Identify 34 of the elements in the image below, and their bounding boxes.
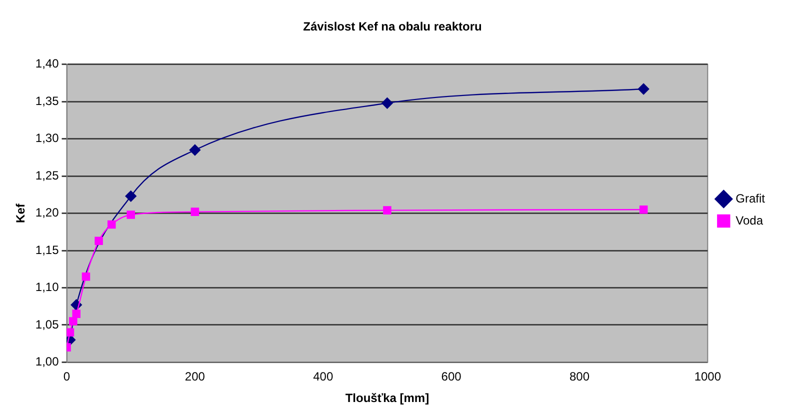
point (125, 190, 136, 202)
y-tick-label: 1,40 (35, 56, 60, 71)
point (94, 236, 103, 245)
legend-label: Voda (736, 213, 764, 228)
point (66, 328, 74, 337)
x-tick-label: 200 (184, 370, 206, 384)
y-tick-label: 1,20 (35, 206, 60, 220)
point (190, 208, 200, 216)
point (82, 272, 90, 281)
y-tick-label: 1,05 (35, 317, 60, 332)
y-tick-label: 1,25 (35, 168, 60, 182)
point (72, 310, 81, 318)
point (382, 98, 393, 109)
y-axis-title: Kef (14, 202, 28, 223)
point (107, 220, 116, 229)
y-tick-label: 1,35 (35, 94, 60, 108)
y-tick-label: 1,00 (35, 354, 60, 369)
x-tick-label: 400 (313, 370, 334, 384)
point (189, 144, 201, 156)
point (639, 205, 648, 214)
y-tick-label: 1,15 (35, 242, 60, 257)
x-tick-label: 1000 (694, 370, 722, 384)
y-tick-label: 1,30 (35, 131, 60, 146)
point (69, 317, 78, 326)
point (126, 210, 135, 219)
point (638, 83, 650, 95)
x-tick-label: 600 (441, 370, 462, 384)
point (383, 206, 392, 214)
x-tick-label: 800 (569, 370, 590, 384)
y-tick-label: 1,10 (35, 280, 60, 294)
chart-title: Závislost Kef na obalu reaktoru (303, 20, 482, 34)
x-axis-title: Tloušťka [mm] (345, 391, 430, 406)
x-tick-label: 0 (63, 370, 70, 384)
legend-label: Grafit (736, 191, 766, 206)
